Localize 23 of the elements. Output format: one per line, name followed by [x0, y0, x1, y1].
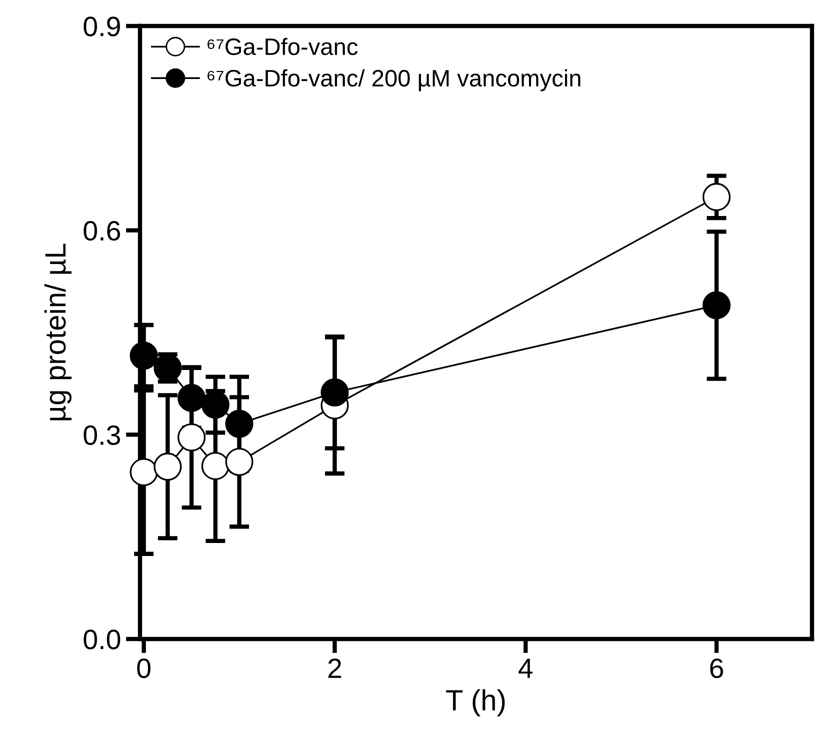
- y-tick-label: 0.6: [84, 221, 120, 241]
- point: [702, 291, 731, 320]
- point: [178, 423, 206, 452]
- x-tick-label: 6: [710, 658, 724, 678]
- y-tick-label: 0.0: [84, 630, 120, 650]
- point: [702, 182, 731, 211]
- x-tick-label: 0: [137, 658, 150, 678]
- y-axis-title: µg protein/ µL: [44, 244, 72, 420]
- legend-label: ⁶⁷Ga-Dfo-vanc/ 200 µM vancomycin: [208, 69, 580, 92]
- y-tick-label: 0.3: [84, 425, 120, 446]
- point: [178, 384, 206, 412]
- x-tick-label: 4: [518, 658, 533, 678]
- point: [130, 458, 158, 486]
- point: [320, 378, 349, 406]
- point: [130, 342, 158, 370]
- point: [154, 452, 182, 481]
- legend-label: ⁶⁷Ga-Dfo-vanc: [208, 38, 358, 56]
- x-axis-title: T (h): [446, 689, 505, 716]
- point: [225, 410, 254, 438]
- point: [225, 448, 254, 476]
- x-tick-label: 2: [328, 658, 342, 678]
- point: [201, 452, 230, 480]
- y-tick-label: 0.9: [84, 16, 120, 36]
